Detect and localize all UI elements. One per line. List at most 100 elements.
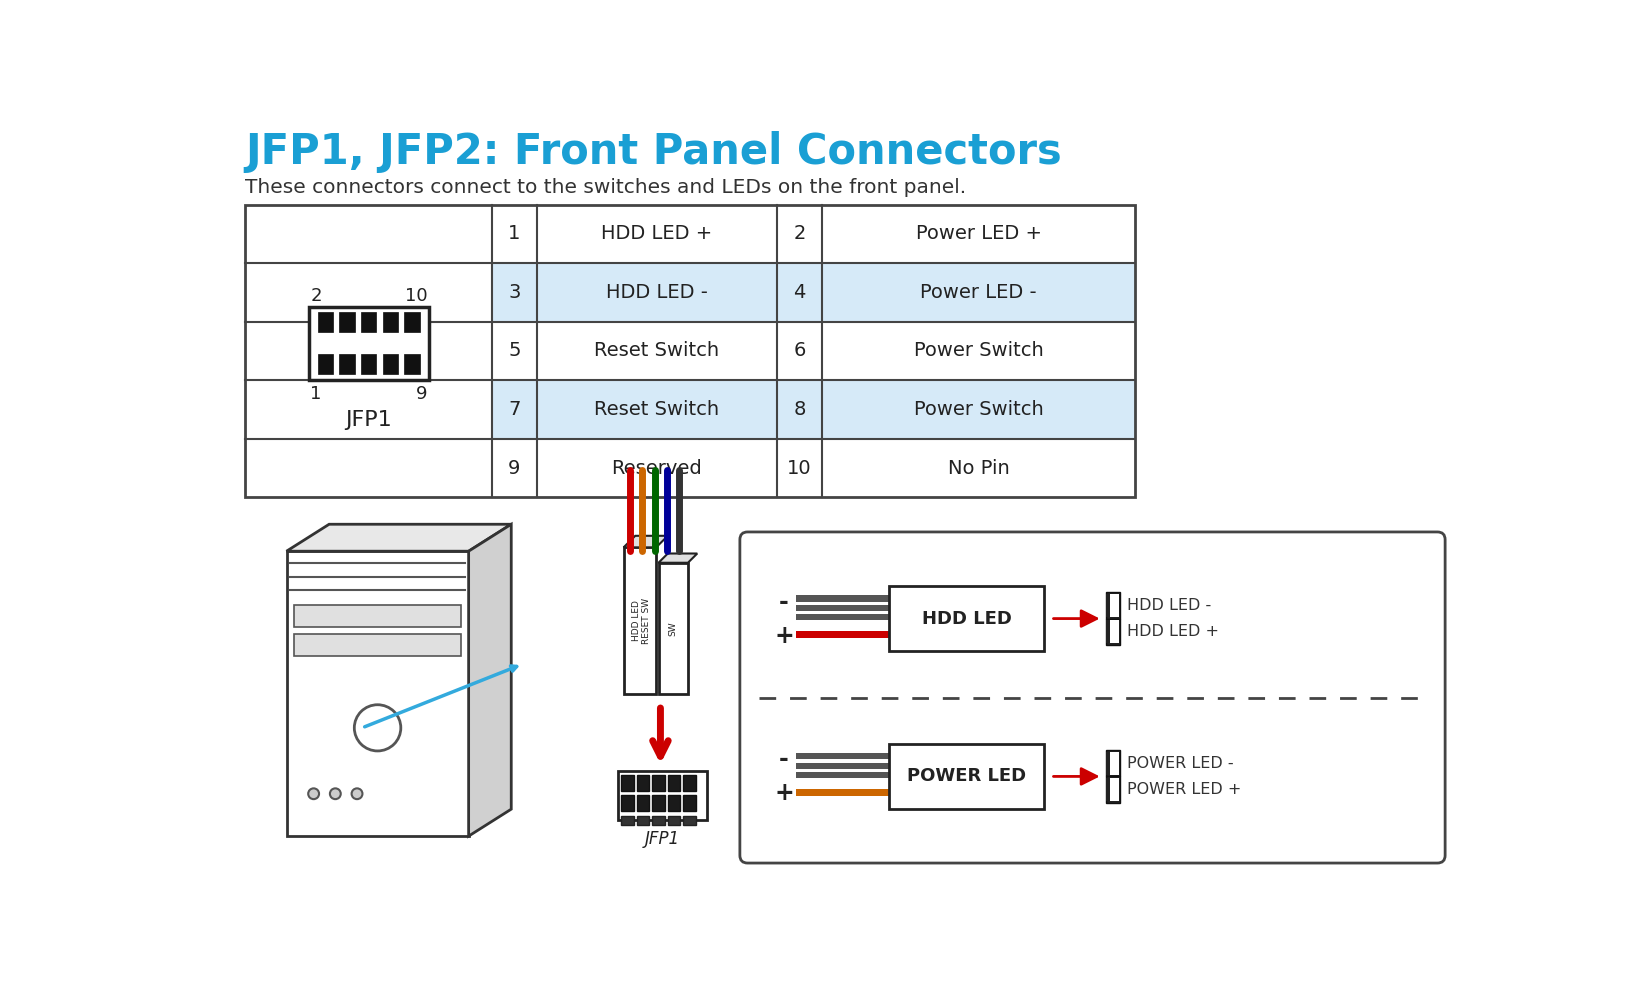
- Text: 4: 4: [793, 283, 806, 302]
- Bar: [294, 605, 461, 627]
- Text: HDD LED +: HDD LED +: [1127, 624, 1219, 639]
- Bar: [796, 753, 889, 759]
- Text: 6: 6: [793, 342, 806, 360]
- Text: 1: 1: [509, 224, 520, 243]
- Text: POWER LED -: POWER LED -: [1127, 756, 1234, 771]
- Bar: [668, 795, 681, 811]
- Bar: [361, 354, 376, 374]
- Bar: [1106, 620, 1111, 643]
- Text: +: +: [775, 781, 794, 805]
- Bar: [637, 816, 650, 825]
- Bar: [796, 614, 889, 620]
- Text: -: -: [779, 747, 789, 771]
- Bar: [294, 634, 461, 656]
- Text: JFP1: JFP1: [645, 830, 679, 848]
- Text: 10: 10: [788, 459, 812, 478]
- Bar: [340, 312, 354, 332]
- Bar: [668, 774, 681, 791]
- Text: -: -: [779, 590, 789, 614]
- Circle shape: [351, 788, 363, 799]
- Bar: [340, 354, 354, 374]
- Text: 7: 7: [509, 400, 520, 419]
- Bar: [796, 595, 889, 602]
- Bar: [287, 551, 469, 836]
- Bar: [889, 744, 1044, 809]
- Bar: [622, 795, 633, 811]
- Text: JFP1: JFP1: [345, 410, 392, 430]
- Bar: [1108, 594, 1119, 617]
- Bar: [624, 547, 656, 694]
- Bar: [796, 789, 889, 796]
- Text: 9: 9: [415, 385, 427, 403]
- Bar: [683, 816, 696, 825]
- Bar: [1108, 620, 1119, 643]
- Bar: [1106, 752, 1111, 775]
- Bar: [1108, 778, 1119, 801]
- Circle shape: [330, 788, 341, 799]
- Polygon shape: [469, 524, 512, 836]
- Text: 9: 9: [509, 459, 520, 478]
- Bar: [653, 795, 665, 811]
- Text: 2: 2: [310, 287, 322, 305]
- Text: 1: 1: [310, 385, 322, 403]
- Text: 8: 8: [793, 400, 806, 419]
- Bar: [1106, 619, 1121, 645]
- Bar: [1106, 594, 1111, 617]
- Bar: [404, 312, 420, 332]
- Text: Power LED +: Power LED +: [916, 224, 1042, 243]
- Bar: [622, 774, 633, 791]
- Text: No Pin: No Pin: [948, 459, 1009, 478]
- Bar: [796, 763, 889, 769]
- Bar: [1106, 778, 1111, 801]
- Bar: [309, 307, 428, 380]
- Bar: [317, 354, 333, 374]
- Bar: [1106, 592, 1121, 619]
- Text: Power Switch: Power Switch: [914, 400, 1044, 419]
- Text: Power LED -: Power LED -: [921, 283, 1037, 302]
- Text: SW: SW: [670, 621, 678, 636]
- Text: JFP1, JFP2: Front Panel Connectors: JFP1, JFP2: Front Panel Connectors: [246, 131, 1062, 173]
- Bar: [246, 205, 1136, 497]
- Bar: [1106, 750, 1121, 776]
- Bar: [796, 605, 889, 611]
- Bar: [622, 816, 633, 825]
- Circle shape: [309, 788, 318, 799]
- Bar: [653, 816, 665, 825]
- Bar: [889, 586, 1044, 651]
- Text: HDD LED: HDD LED: [632, 600, 640, 641]
- Polygon shape: [624, 536, 668, 547]
- Bar: [658, 563, 688, 694]
- Text: 3: 3: [509, 283, 520, 302]
- Polygon shape: [658, 554, 697, 563]
- Text: HDD LED: HDD LED: [922, 610, 1012, 628]
- Text: POWER LED +: POWER LED +: [1127, 782, 1241, 797]
- Text: Power Switch: Power Switch: [914, 342, 1044, 360]
- Text: HDD LED -: HDD LED -: [1127, 598, 1211, 613]
- Bar: [382, 354, 399, 374]
- Bar: [1106, 776, 1121, 803]
- Bar: [637, 774, 650, 791]
- Text: Reset Switch: Reset Switch: [594, 400, 719, 419]
- Bar: [361, 312, 376, 332]
- Bar: [404, 354, 420, 374]
- Text: HDD LED -: HDD LED -: [606, 283, 707, 302]
- Text: Reserved: Reserved: [612, 459, 702, 478]
- Polygon shape: [287, 524, 512, 551]
- Text: These connectors connect to the switches and LEDs on the front panel.: These connectors connect to the switches…: [246, 178, 967, 197]
- Text: Reset Switch: Reset Switch: [594, 342, 719, 360]
- Bar: [796, 631, 889, 638]
- Text: 5: 5: [509, 342, 520, 360]
- Bar: [683, 795, 696, 811]
- Text: HDD LED +: HDD LED +: [601, 224, 712, 243]
- Bar: [668, 816, 681, 825]
- Text: 10: 10: [405, 287, 427, 305]
- Text: +: +: [775, 624, 794, 648]
- Bar: [382, 312, 399, 332]
- Bar: [492, 263, 1136, 322]
- Text: POWER LED: POWER LED: [907, 767, 1027, 785]
- Bar: [1108, 752, 1119, 775]
- Bar: [492, 380, 1136, 439]
- Bar: [637, 795, 650, 811]
- Text: 2: 2: [793, 224, 806, 243]
- Bar: [317, 312, 333, 332]
